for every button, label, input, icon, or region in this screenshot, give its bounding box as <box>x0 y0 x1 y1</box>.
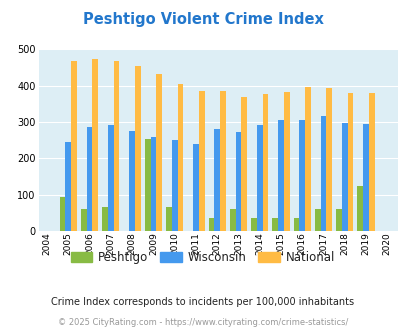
Bar <box>272 218 277 231</box>
Bar <box>250 218 256 231</box>
Bar <box>129 131 134 231</box>
Bar <box>113 61 119 231</box>
Bar <box>166 208 171 231</box>
Bar <box>156 74 162 231</box>
Bar <box>102 208 108 231</box>
Bar <box>108 125 113 231</box>
Bar <box>229 209 235 231</box>
Bar <box>71 61 77 231</box>
Text: © 2025 CityRating.com - https://www.cityrating.com/crime-statistics/: © 2025 CityRating.com - https://www.city… <box>58 318 347 327</box>
Bar <box>341 123 347 231</box>
Bar <box>60 196 65 231</box>
Bar <box>220 90 225 231</box>
Bar <box>262 94 268 231</box>
Bar <box>150 137 156 231</box>
Bar <box>293 218 298 231</box>
Bar <box>198 90 204 231</box>
Bar <box>87 127 92 231</box>
Legend: Peshtigo, Wisconsin, National: Peshtigo, Wisconsin, National <box>69 248 336 266</box>
Bar <box>256 125 262 231</box>
Bar <box>326 88 331 231</box>
Bar <box>320 115 326 231</box>
Bar <box>283 92 289 231</box>
Bar <box>314 209 320 231</box>
Bar <box>298 119 304 231</box>
Bar <box>134 66 141 231</box>
Bar <box>177 84 183 231</box>
Bar <box>304 86 310 231</box>
Bar <box>145 139 150 231</box>
Bar <box>192 144 198 231</box>
Bar <box>277 119 283 231</box>
Bar <box>208 218 214 231</box>
Bar <box>368 93 374 231</box>
Bar <box>65 142 71 231</box>
Bar <box>241 97 246 231</box>
Bar <box>335 209 341 231</box>
Text: Peshtigo Violent Crime Index: Peshtigo Violent Crime Index <box>82 12 323 26</box>
Bar <box>214 129 220 231</box>
Bar <box>235 132 241 231</box>
Bar <box>81 209 87 231</box>
Bar <box>362 124 368 231</box>
Bar <box>171 140 177 231</box>
Bar <box>347 93 352 231</box>
Bar <box>356 185 362 231</box>
Bar <box>92 59 98 231</box>
Text: Crime Index corresponds to incidents per 100,000 inhabitants: Crime Index corresponds to incidents per… <box>51 297 354 307</box>
